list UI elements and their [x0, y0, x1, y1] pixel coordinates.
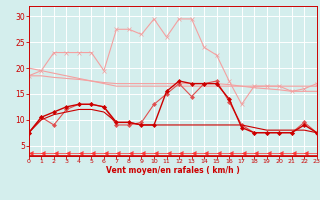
X-axis label: Vent moyen/en rafales ( km/h ): Vent moyen/en rafales ( km/h ) — [106, 166, 240, 175]
